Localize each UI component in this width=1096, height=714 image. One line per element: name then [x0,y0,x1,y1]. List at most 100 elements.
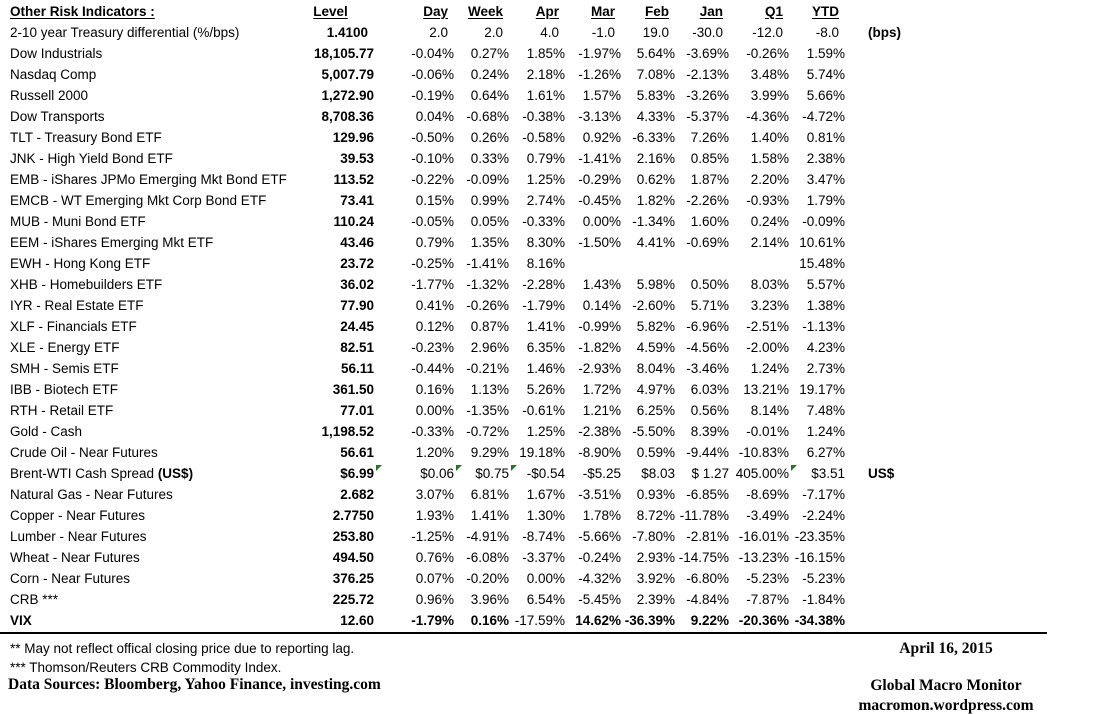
cell-level: 18,105.77 [300,43,375,64]
cell-text: -4.84% [686,592,729,607]
cell-value: 0.76% [375,547,455,568]
cell-value: $0.75 [455,463,510,484]
cell-value: -8.74% [510,526,566,547]
cell-text: 9.29% [470,445,509,460]
cell-text: 1.58% [750,151,789,166]
row-label: SMH - Semis ETF [10,361,119,376]
cell-text: 0.26% [470,130,509,145]
row-label: IBB - Biotech ETF [10,382,119,397]
cell-value: -0.09% [455,169,510,190]
cell-value: 2.0 [375,22,455,43]
cell-text: 2.682 [340,487,374,502]
cell-text: 1.60% [690,214,729,229]
row-note [846,568,936,589]
cell-value: -0.44% [375,358,455,379]
cell-text: 2.73% [806,361,845,376]
table-row: Dow Industrials 18,105.77 -0.04% 0.27% 1.85%… [0,43,936,64]
cell-text: 12.60 [340,613,374,628]
cell-value: 5.98% [622,274,676,295]
cell-text: -2.38% [578,424,621,439]
cell-value: -5.50% [622,421,676,442]
cell-text: -2.24% [802,508,845,523]
cell-value: 4.23% [790,337,846,358]
cell-text: -0.05% [411,214,454,229]
cell-value: -0.24% [566,547,622,568]
cell-value: 0.16% [375,379,455,400]
cell-text: 3.47% [806,172,845,187]
footnote-reporting-lag: ** May not reflect offical closing price… [10,641,355,656]
cell-text: 0.85% [690,151,729,166]
cell-text: 2.16% [636,151,675,166]
cell-text: 5.83% [636,88,675,103]
cell-text: 6.25% [636,403,675,418]
row-note [846,337,936,358]
cell-text: -0.58% [522,130,565,145]
cell-value: 0.24% [730,211,790,232]
cell-value: -2.13% [676,64,730,85]
cell-text: 7.26% [690,130,729,145]
cell-text: -4.91% [466,529,509,544]
cell-value: 9.29% [455,442,510,463]
cell-text: -7.80% [632,529,675,544]
cell-text: 0.05% [470,214,509,229]
row-note [846,232,936,253]
cell-value: 0.56% [676,400,730,421]
row-note [846,442,936,463]
cell-level: 39.53 [300,148,375,169]
cell-value: 2.0 [455,22,510,43]
cell-value: 0.50% [676,274,730,295]
cell-value: 3.23% [730,295,790,316]
table-row: Corn - Near Futures 376.25 0.07% -0.20% 0.00… [0,568,936,589]
cell-value: 0.00% [510,568,566,589]
cell-level: 110.24 [300,211,375,232]
row-note [846,148,936,169]
cell-text: 1.25% [526,172,565,187]
row-label: EMCB - WT Emerging Mkt Corp Bond ETF [10,193,267,208]
cell-text: 2.74% [526,193,565,208]
column-header-apr: Apr [535,3,559,19]
table-row: XLE - Energy ETF 82.51 -0.23% 2.96% 6.35% -1.… [0,337,936,358]
cell-text: -1.79% [522,298,565,313]
cell-text: 18,105.77 [313,46,374,61]
cell-value: 2.93% [622,547,676,568]
cell-text: 7.48% [806,403,845,418]
cell-text: 5.71% [690,298,729,313]
cell-value: 9.22% [676,610,730,631]
cell-value [566,253,622,274]
cell-text: -0.26% [746,46,789,61]
cell-text: -8.74% [522,529,565,544]
comment-marker-icon [376,465,382,471]
cell-text: -1.32% [466,277,509,292]
cell-text: 0.00% [582,214,621,229]
cell-text: 1.20% [415,445,454,460]
cell-text: 6.54% [526,592,565,607]
cell-text: -0.93% [746,193,789,208]
cell-value: -34.38% [790,610,846,631]
table-row: 2-10 year Treasury differential (%/bps) 1… [0,22,936,43]
cell-text: -6.80% [686,571,729,586]
cell-value: 1.41% [455,505,510,526]
cell-value: 4.41% [622,232,676,253]
cell-text: 24.45 [340,319,374,334]
cell-value: 5.74% [790,64,846,85]
cell-text: -5.37% [686,109,729,124]
cell-text: 82.51 [340,340,374,355]
cell-text: -30.0 [692,25,723,40]
cell-text: 10.61% [799,235,845,250]
cell-text: -3.49% [746,508,789,523]
cell-value: 0.92% [566,127,622,148]
cell-text: -0.50% [411,130,454,145]
row-label: TLT - Treasury Bond ETF [10,130,162,145]
cell-value: 8.04% [622,358,676,379]
cell-level: 253.80 [300,526,375,547]
cell-text: 2.0 [484,25,503,40]
cell-value: -1.32% [455,274,510,295]
row-label: Gold - Cash [10,424,83,439]
cell-value: 2.73% [790,358,846,379]
cell-value: -3.13% [566,106,622,127]
cell-value: -0.58% [510,127,566,148]
cell-text: 0.00% [415,403,454,418]
cell-level: $6.99 [300,463,375,484]
cell-text: -1.79% [411,613,454,628]
cell-text: -7.87% [746,592,789,607]
